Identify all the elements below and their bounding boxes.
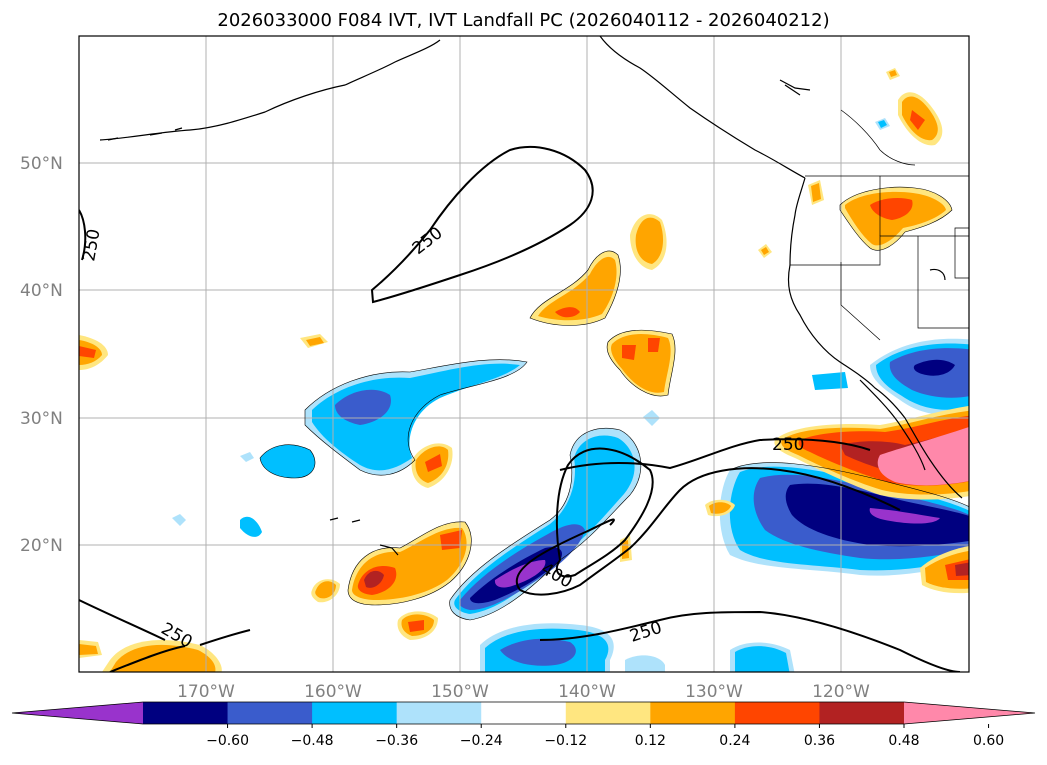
lat-label-40n: 40°N [20, 281, 63, 301]
colorbar-tick-label: −0.48 [291, 733, 334, 749]
lat-label-20n: 20°N [20, 536, 63, 556]
colorbar-segment [565, 702, 651, 724]
colorbar-tick-label: 0.12 [635, 733, 666, 749]
contour-labels: 250 250 250 250 250 400 [79, 223, 804, 652]
negative-anomaly-california [812, 338, 969, 416]
positive-anomaly-northwest-us [808, 68, 952, 251]
lon-label-120w: 120°W [812, 682, 870, 702]
positive-anomaly-hawaii [79, 499, 735, 672]
anomaly-outlines [259, 186, 969, 621]
lat-label-30n: 30°N [20, 409, 63, 429]
contour-label-250-west: 250 [79, 227, 104, 262]
borders [790, 109, 969, 341]
ivt-contours [79, 146, 961, 672]
colorbar-tick-label: 0.60 [973, 733, 1004, 749]
colorbar-tick-label: 0.24 [719, 733, 750, 749]
colorbar-tick-label: −0.24 [460, 733, 503, 749]
contour-label-250-south: 250 [627, 618, 664, 647]
latitude-labels: 50°N 40°N 30°N 20°N [20, 154, 63, 556]
colorbar-tick-label: −0.12 [544, 733, 587, 749]
coastlines [99, 36, 963, 556]
negative-anomaly-north [172, 359, 660, 537]
colorbar-outline [11, 701, 1036, 725]
colorbar-segment [734, 702, 820, 724]
map-title: 2026033000 F084 IVT, IVT Landfall PC (20… [217, 10, 830, 31]
contour-label-250-north: 250 [409, 223, 447, 259]
colorbar-segment [650, 702, 736, 724]
positive-anomaly-north-pacific [79, 214, 772, 488]
lon-label-150w: 150°W [431, 682, 489, 702]
negative-anomaly-south [480, 623, 795, 672]
lon-label-170w: 170°W [177, 682, 235, 702]
longitude-labels: 170°W 160°W 150°W 140°W 130°W 120°W [177, 682, 870, 702]
lon-label-160w: 160°W [304, 682, 362, 702]
colorbar-segment [227, 702, 313, 724]
colorbar-segment [819, 702, 905, 724]
map-area: 250 250 250 250 250 400 [79, 36, 969, 672]
colorbar-tick-label: 0.36 [804, 733, 835, 749]
colorbar-segment [143, 702, 229, 724]
map-frame [78, 35, 970, 673]
colorbar: −0.60 −0.48 −0.36 −0.24 −0.12 0.12 0.24 0.36 0.4… [11, 701, 1036, 749]
colorbar-tick-label: −0.60 [206, 733, 249, 749]
colorbar-tick-label: −0.36 [375, 733, 418, 749]
colorbar-tick-label: 0.48 [888, 733, 919, 749]
graticule [79, 36, 969, 672]
colorbar-segment [396, 702, 482, 724]
colorbar-extend-min [12, 702, 143, 724]
lat-label-50n: 50°N [20, 154, 63, 174]
lon-label-140w: 140°W [558, 682, 616, 702]
lon-label-130w: 130°W [685, 682, 743, 702]
negative-anomaly-central [449, 428, 641, 620]
contour-label-250-east: 250 [772, 435, 804, 455]
colorbar-segment [481, 702, 567, 724]
colorbar-segment [312, 702, 398, 724]
colorbar-extend-max [904, 702, 1035, 724]
